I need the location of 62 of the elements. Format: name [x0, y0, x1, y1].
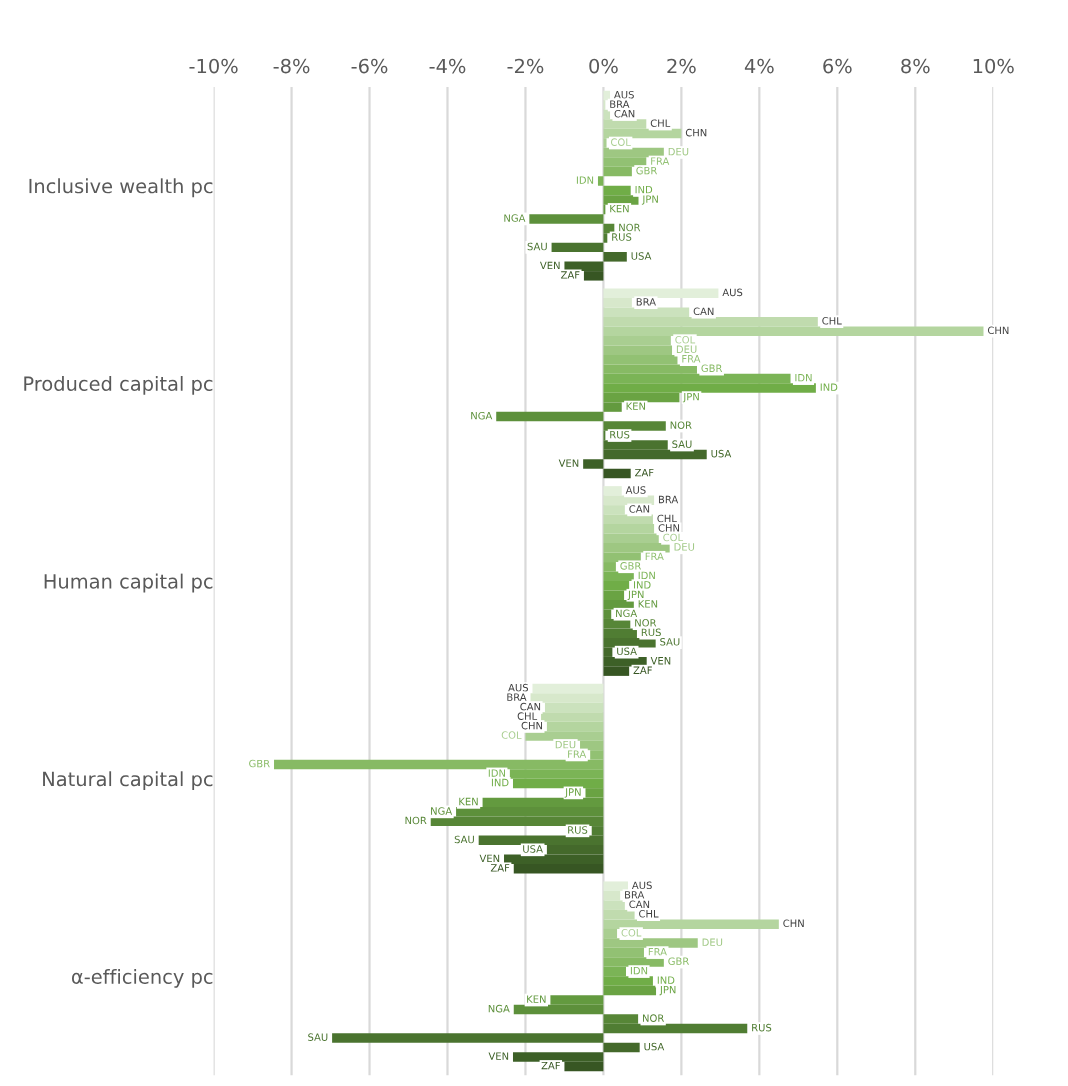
- bar: [603, 316, 818, 327]
- bar: [603, 109, 611, 120]
- bar: [603, 938, 698, 948]
- bar: [529, 214, 604, 224]
- bar: [590, 750, 604, 760]
- x-tick-label: -8%: [273, 58, 310, 74]
- bar: [496, 411, 604, 422]
- bar: [603, 919, 779, 929]
- bar: [603, 345, 673, 355]
- bar: [603, 90, 611, 101]
- bar: [603, 307, 690, 317]
- x-tick-label: -6%: [351, 58, 388, 74]
- bar: [603, 252, 627, 262]
- bar: [603, 486, 622, 496]
- bar: [597, 176, 604, 186]
- bar: [274, 759, 604, 770]
- bar: [544, 702, 604, 713]
- bar: [603, 335, 671, 346]
- x-tick-label: 2%: [667, 58, 696, 74]
- bar: [603, 1042, 640, 1053]
- x-tick-label: 4%: [744, 58, 774, 74]
- bar: [530, 693, 604, 703]
- x-tick-label: 10%: [973, 58, 1014, 74]
- y-tick-label: Inclusive wealth pc: [29, 178, 213, 198]
- bar: [509, 769, 604, 779]
- bar: [541, 712, 604, 722]
- x-tick-label: 8%: [901, 58, 930, 74]
- bar: [603, 157, 647, 167]
- bar: [603, 288, 719, 298]
- bar: [332, 1033, 604, 1043]
- bar: [603, 297, 632, 308]
- bar: [532, 683, 604, 694]
- bar: [603, 468, 631, 479]
- bar: [583, 459, 604, 469]
- bar: [603, 166, 632, 177]
- bar: [603, 533, 659, 544]
- y-tick-label: Natural capital pc: [43, 771, 213, 791]
- y-tick-label: Produced capital pc: [24, 375, 213, 395]
- bar: [603, 505, 625, 515]
- bar: [603, 562, 616, 572]
- bar: [603, 966, 627, 977]
- bar: [603, 543, 670, 553]
- y-tick-label: Human capital pc: [44, 573, 213, 593]
- x-tick-label: 0%: [589, 58, 618, 74]
- bar: [546, 721, 604, 732]
- bar: [603, 364, 697, 374]
- y-tick-label: α-efficiency pc: [71, 968, 213, 988]
- bar: [551, 242, 604, 253]
- x-tick-label: -10%: [189, 58, 238, 74]
- bar: [603, 514, 653, 525]
- bar: [603, 947, 644, 958]
- bar: [603, 326, 984, 336]
- bar: [603, 881, 628, 891]
- bar: [603, 909, 635, 920]
- bar: [603, 928, 618, 939]
- bar: [580, 740, 604, 751]
- bar: [603, 354, 678, 365]
- x-tick-label: -2%: [507, 58, 544, 74]
- x-tick-label: -4%: [429, 58, 466, 74]
- bar: [603, 524, 655, 534]
- x-tick-label: 6%: [823, 58, 852, 74]
- bar: [603, 373, 791, 384]
